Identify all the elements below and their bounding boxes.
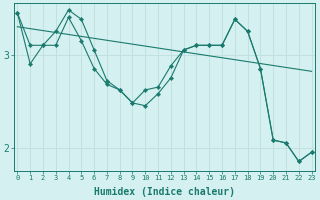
X-axis label: Humidex (Indice chaleur): Humidex (Indice chaleur) — [94, 186, 235, 197]
